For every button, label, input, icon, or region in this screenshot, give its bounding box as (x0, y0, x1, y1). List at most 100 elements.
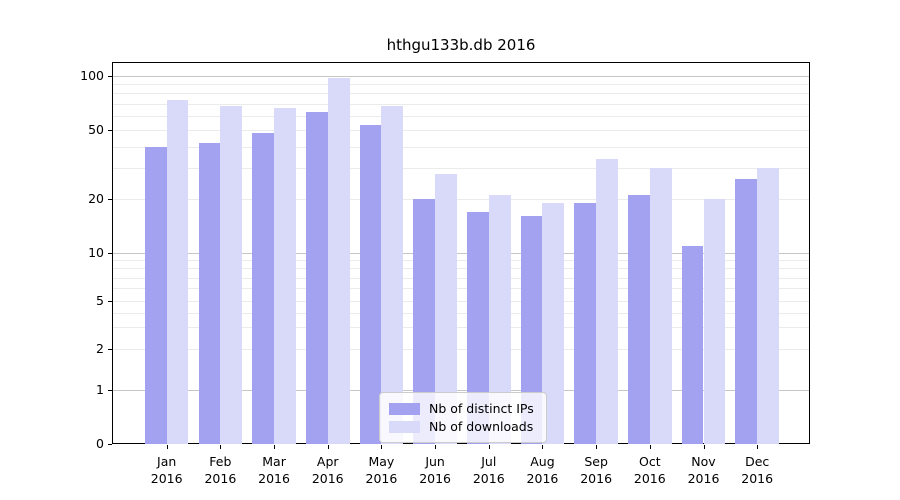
x-tick-label-nov: Nov 2016 (676, 453, 732, 487)
plot-area: Nb of distinct IPs Nb of downloads (112, 62, 810, 444)
x-tick-month: Sep (584, 454, 608, 469)
x-tick-month: Dec (745, 454, 770, 469)
gridline-10 (113, 253, 809, 254)
x-tick-mark-apr (327, 445, 329, 449)
x-tick-mark-jan (166, 445, 168, 449)
y-tick-mark-0 (108, 444, 112, 445)
bar-distinct-ips-oct (628, 195, 650, 444)
x-tick-month: Aug (530, 454, 555, 469)
y-tick-label-0: 0 (96, 436, 104, 451)
bar-downloads-aug (542, 202, 565, 444)
x-tick-label-aug: Aug 2016 (514, 453, 570, 487)
legend-label-distinct-ips: Nb of distinct IPs (429, 401, 534, 416)
gridline-4 (113, 312, 809, 314)
x-tick-mark-may (381, 445, 383, 449)
y-tick-label-5: 5 (96, 293, 104, 308)
x-tick-mark-jul (488, 445, 490, 449)
x-tick-month: Jan (157, 454, 177, 469)
legend-label-downloads: Nb of downloads (429, 419, 534, 434)
gridline-100 (113, 75, 809, 77)
y-tick-label-2: 2 (96, 340, 104, 356)
x-tick-year: 2016 (472, 471, 505, 486)
gridline-5 (113, 301, 809, 302)
x-tick-year: 2016 (419, 471, 451, 486)
bar-distinct-ips-mar (252, 133, 275, 444)
x-tick-year: 2016 (741, 471, 774, 486)
bar-distinct-ips-nov (681, 245, 704, 444)
bar-distinct-ips-jan (144, 146, 167, 444)
bar-downloads-nov (703, 199, 726, 444)
x-tick-month: Oct (639, 454, 661, 469)
x-tick-mark-nov (703, 445, 705, 449)
x-tick-label-mar: Mar 2016 (246, 453, 302, 487)
gridline-70 (113, 103, 809, 105)
y-tick-mark-2 (108, 348, 112, 350)
gridline-20 (113, 199, 809, 200)
legend-item-distinct-ips: Nb of distinct IPs (389, 400, 534, 417)
bar-distinct-ips-jul (466, 211, 489, 444)
gridline-90 (113, 83, 809, 85)
x-tick-label-jul: Jul 2016 (461, 453, 517, 487)
x-tick-label-oct: Oct 2016 (622, 453, 678, 487)
x-tick-label-jun: Jun 2016 (407, 453, 463, 487)
y-tick-label-1: 1 (96, 382, 104, 397)
gridline-80 (113, 93, 809, 95)
chart-title: hthgu133b.db 2016 (386, 36, 536, 54)
x-tick-month: Feb (209, 454, 232, 469)
bar-distinct-ips-apr (305, 111, 328, 444)
legend-item-downloads: Nb of downloads (389, 418, 534, 435)
bar-distinct-ips-dec (735, 179, 758, 444)
x-tick-year: 2016 (150, 471, 183, 486)
legend-swatch-distinct-ips (389, 402, 420, 415)
x-tick-mark-jun (435, 445, 437, 449)
gridline-40 (113, 146, 809, 148)
x-tick-mark-aug (542, 445, 544, 449)
x-tick-month: Nov (691, 454, 716, 469)
bar-distinct-ips-may (359, 125, 382, 444)
y-tick-mark-20 (108, 199, 112, 200)
x-tick-mark-sep (596, 445, 598, 449)
x-tick-year: 2016 (580, 471, 613, 486)
y-tick-mark-50 (108, 130, 112, 131)
gridline-30 (113, 168, 809, 170)
x-tick-month: May (368, 454, 395, 469)
bar-distinct-ips-jun (413, 199, 436, 444)
gridline-3 (113, 327, 809, 329)
x-tick-year: 2016 (687, 471, 720, 486)
gridline-2 (113, 348, 809, 350)
x-tick-month: Jun (425, 454, 445, 469)
x-tick-mark-feb (220, 445, 222, 449)
legend-swatch-downloads (389, 420, 420, 433)
bar-downloads-mar (274, 108, 296, 444)
gridline-1 (113, 390, 809, 391)
x-tick-year: 2016 (311, 471, 344, 486)
gridline-7 (113, 277, 809, 279)
x-tick-label-apr: Apr 2016 (300, 453, 356, 487)
bar-downloads-oct (649, 168, 672, 444)
bar-downloads-sep (596, 159, 618, 444)
x-tick-year: 2016 (258, 471, 290, 486)
x-tick-label-sep: Sep 2016 (568, 453, 624, 487)
bar-distinct-ips-feb (198, 143, 221, 444)
x-tick-label-jan: Jan 2016 (139, 453, 195, 487)
y-tick-label-100: 100 (80, 67, 104, 83)
gridline-60 (113, 115, 809, 117)
legend: Nb of distinct IPs Nb of downloads (379, 392, 547, 443)
x-tick-year: 2016 (365, 471, 398, 486)
gridline-8 (113, 268, 809, 270)
x-tick-month: Apr (316, 454, 339, 469)
x-tick-year: 2016 (633, 471, 666, 486)
x-tick-mark-mar (274, 445, 276, 449)
gridline-9 (113, 260, 809, 262)
gridline-50 (113, 130, 809, 131)
x-tick-label-feb: Feb 2016 (192, 453, 248, 487)
bar-downloads-feb (220, 105, 243, 444)
bar-downloads-apr (327, 77, 350, 444)
y-tick-label-20: 20 (88, 191, 104, 206)
bar-downloads-may (381, 105, 404, 444)
x-tick-month: Jul (481, 454, 497, 469)
y-tick-mark-5 (108, 301, 112, 302)
x-tick-mark-oct (649, 445, 651, 449)
bar-downloads-jul (488, 195, 511, 444)
